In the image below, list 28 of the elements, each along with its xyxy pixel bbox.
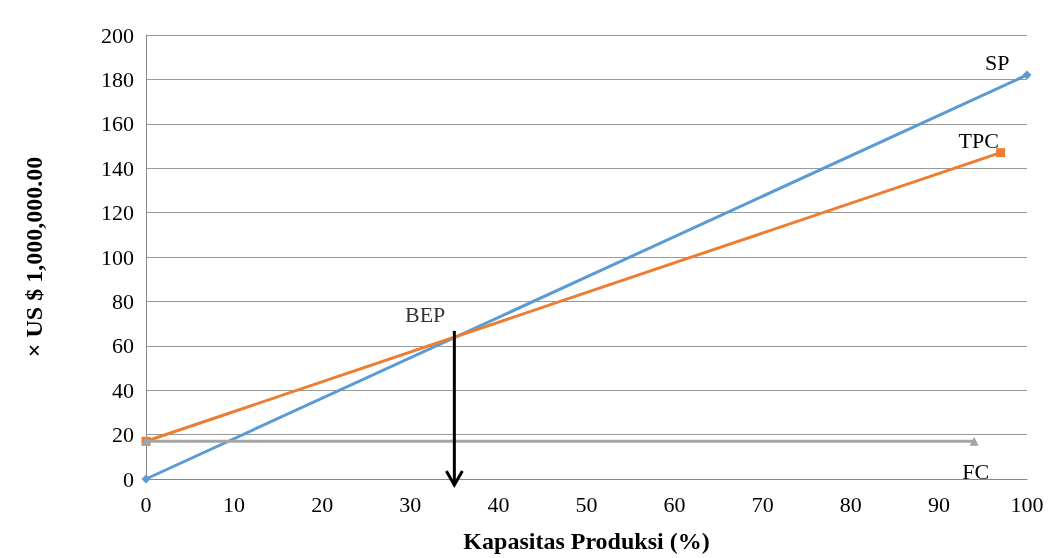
x-tick-label: 50 <box>575 491 598 517</box>
y-tick-label: 20 <box>112 422 134 448</box>
x-tick-label: 90 <box>927 491 950 517</box>
x-axis-title: Kapasitas Produksi (%) <box>463 528 710 554</box>
y-tick-label: 200 <box>101 22 134 48</box>
x-tick-label: 40 <box>487 491 510 517</box>
x-tick-label: 70 <box>751 491 774 517</box>
series-label: FC <box>962 458 990 484</box>
x-tick-label: 30 <box>399 491 422 517</box>
series-label: SP <box>985 50 1010 76</box>
y-tick-label: 0 <box>123 466 134 492</box>
y-tick-label: 120 <box>101 200 134 226</box>
y-tick-label: 140 <box>101 155 134 181</box>
y-tick-label: 100 <box>101 244 134 270</box>
x-tick-label: 60 <box>663 491 686 517</box>
x-tick-label: 20 <box>311 491 334 517</box>
y-tick-label: 180 <box>101 66 134 92</box>
y-axis-title: × US $ 1,000,000.00 <box>21 156 47 358</box>
series-label: TPC <box>958 128 999 154</box>
y-tick-label: 80 <box>112 288 134 314</box>
x-tick-label: 100 <box>1010 491 1044 517</box>
annotation: BEP <box>404 302 446 328</box>
x-tick-label: 0 <box>140 491 152 517</box>
y-tick-label: 160 <box>101 111 134 137</box>
x-tick-label: 10 <box>223 491 246 517</box>
x-tick-label: 80 <box>839 491 862 517</box>
y-tick-label: 40 <box>112 377 134 403</box>
y-tick-label: 60 <box>112 333 134 359</box>
